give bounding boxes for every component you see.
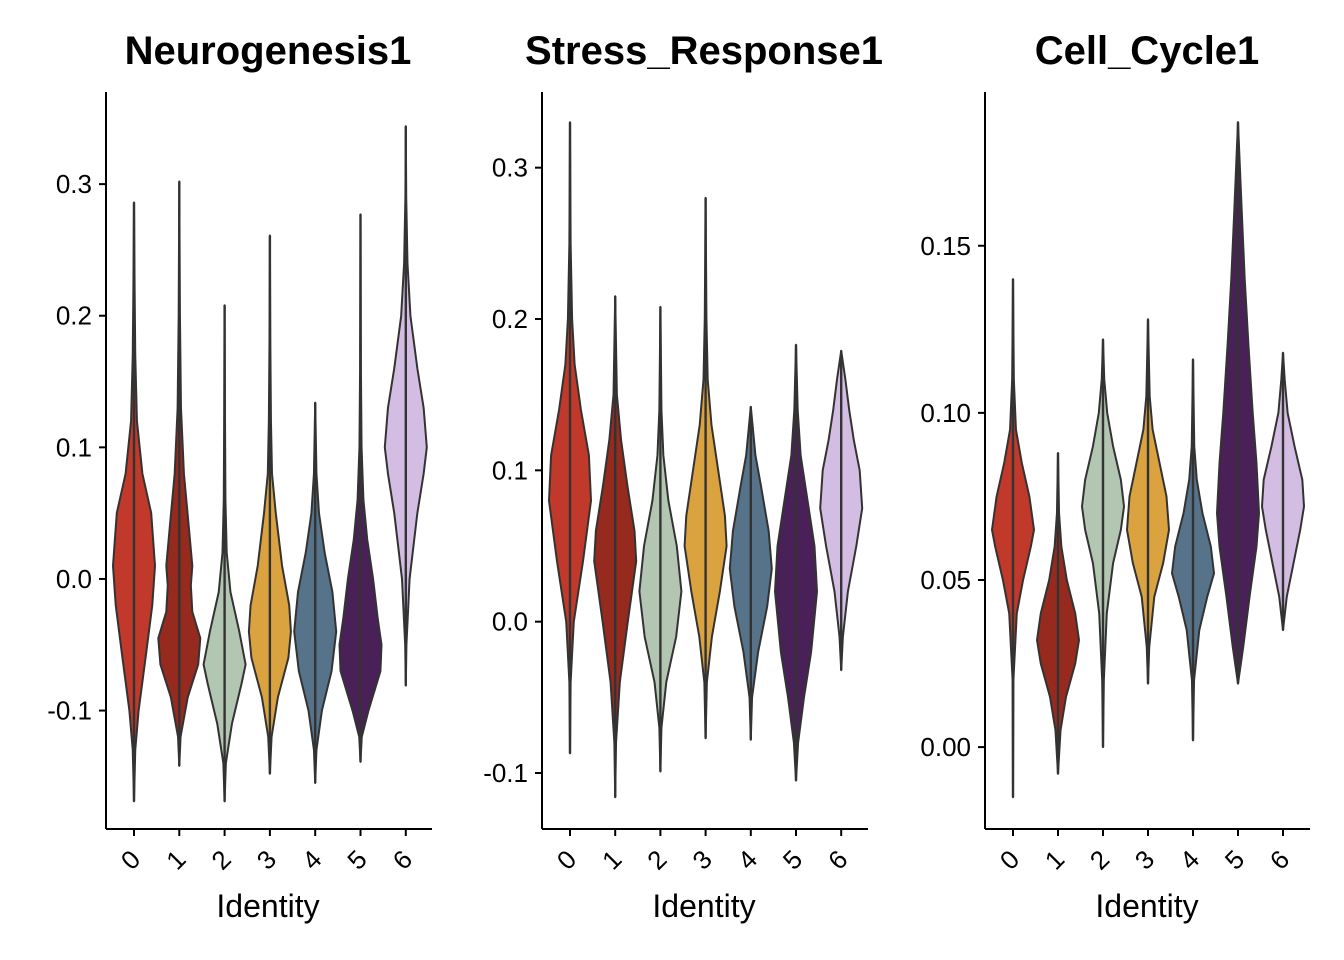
x-tick-label: 3 (686, 844, 717, 875)
y-tick-label: 0.2 (56, 301, 92, 331)
x-tick-label: 6 (387, 844, 418, 875)
x-tick-label: 0 (994, 844, 1025, 875)
x-axis-title: Identity (216, 888, 319, 924)
y-tick-label: -0.1 (483, 758, 528, 788)
x-tick-label: 5 (1219, 844, 1250, 875)
y-tick-label: 0.1 (56, 432, 92, 462)
y-tick-label: 0.0 (56, 564, 92, 594)
x-tick-label: 4 (732, 844, 763, 875)
x-tick-label: 2 (1084, 844, 1115, 875)
x-tick-label: 4 (296, 844, 327, 875)
y-tick-label: 0.2 (492, 304, 528, 334)
y-tick-label: 0.3 (492, 153, 528, 183)
x-tick-label: 6 (822, 844, 853, 875)
x-tick-label: 1 (596, 844, 627, 875)
x-axis-title: Identity (652, 888, 755, 924)
y-tick-label: 0.0 (492, 607, 528, 637)
panel-stress-response: Stress_Response1 -0.1 0.0 0.1 0.2 0.3 0 1 2 3 4 5 6 I… (483, 29, 883, 924)
x-axis-title: Identity (1095, 888, 1198, 924)
x-tick-label: 0 (551, 844, 582, 875)
y-tick-label: 0.00 (920, 732, 971, 762)
y-tick-label: 0.10 (920, 398, 971, 428)
x-tick-label: 0 (115, 844, 146, 875)
y-tick-label: 0.1 (492, 455, 528, 485)
x-tick-label: 3 (1129, 844, 1160, 875)
x-tick-label: 1 (1039, 844, 1070, 875)
x-tick-label: 5 (777, 844, 808, 875)
x-tick-label: 5 (341, 844, 372, 875)
panel-title: Stress_Response1 (525, 29, 883, 73)
y-tick-label: 0.05 (920, 565, 971, 595)
panel-title: Neurogenesis1 (125, 29, 412, 73)
x-tick-label: 2 (641, 844, 672, 875)
y-tick-label: -0.1 (47, 696, 92, 726)
x-tick-label: 2 (205, 844, 236, 875)
y-tick-label: 0.3 (56, 169, 92, 199)
x-tick-label: 3 (251, 844, 282, 875)
panel-cell-cycle: Cell_Cycle1 0.00 0.05 0.10 0.15 0 1 2 3 4 5 6 Identi… (920, 29, 1310, 924)
panel-title: Cell_Cycle1 (1035, 29, 1260, 73)
panel-neurogenesis: Neurogenesis1 -0.1 0.0 0.1 0.2 0.3 0 1 2 3 4 5 6 Iden… (47, 29, 432, 924)
x-tick-label: 6 (1264, 844, 1295, 875)
y-tick-label: 0.15 (920, 231, 971, 261)
x-tick-label: 4 (1174, 844, 1205, 875)
x-tick-label: 1 (160, 844, 191, 875)
